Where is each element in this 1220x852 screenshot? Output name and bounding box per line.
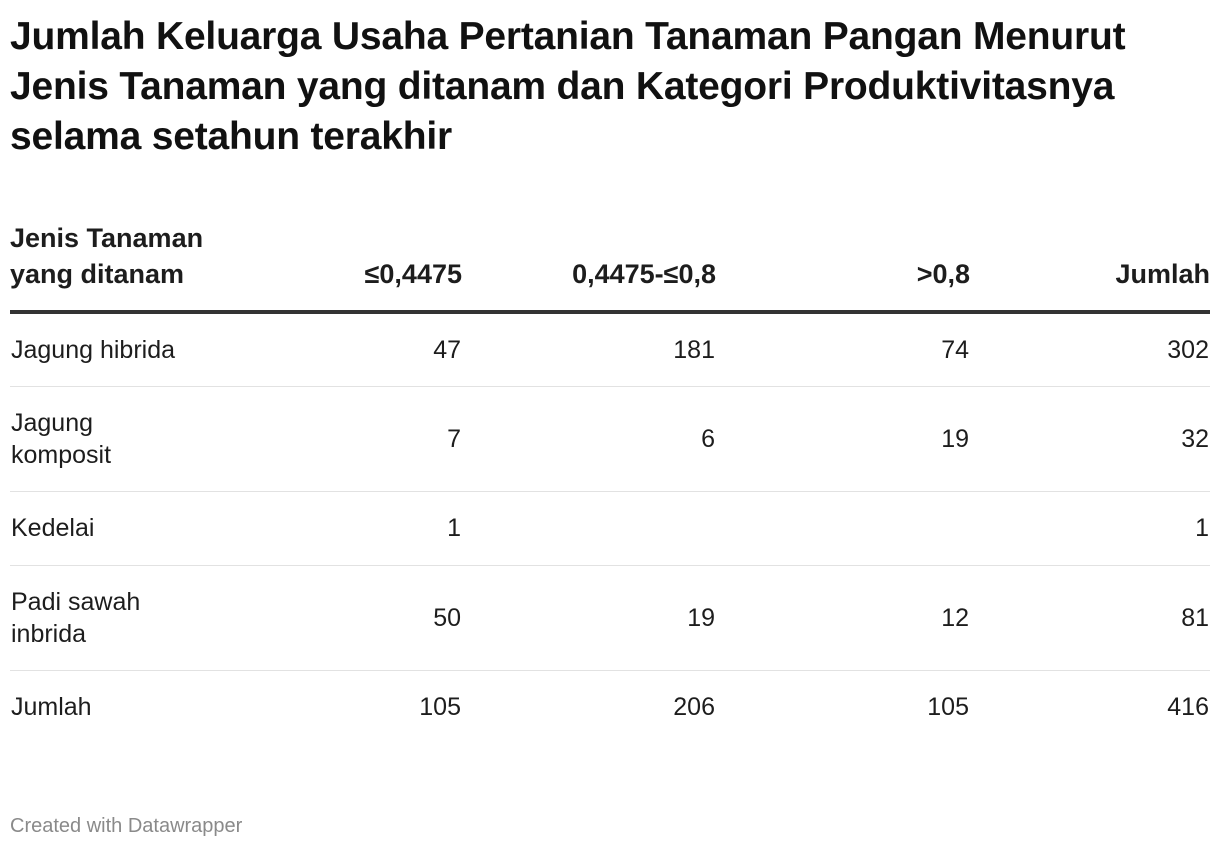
- data-table: Jenis Tanaman yang ditanam ≤0,4475 0,447…: [10, 220, 1210, 744]
- header-row: Jenis Tanaman yang ditanam ≤0,4475 0,447…: [10, 220, 1210, 314]
- cell-value: 181: [462, 312, 716, 387]
- column-header-gt-0-8: >0,8: [716, 220, 970, 314]
- cell-value: 416: [1167, 693, 1209, 722]
- cell-value: 206: [673, 693, 715, 722]
- row-label: Jumlah: [11, 693, 92, 722]
- row-label: Jagung komposit: [10, 386, 210, 492]
- cell-value: 105: [419, 693, 461, 722]
- row-label: Jagung hibrida: [10, 312, 210, 387]
- datawrapper-credit: Created with Datawrapper: [10, 815, 243, 837]
- cell-value: 1: [970, 491, 1210, 566]
- column-header-0-4475-le-0-8: 0,4475-≤0,8: [462, 220, 716, 314]
- cell-value: [462, 491, 716, 566]
- cell-value: 19: [716, 386, 970, 492]
- row-label: Padi sawah inbrida: [10, 565, 210, 671]
- cell-value: 81: [970, 565, 1210, 671]
- cell-value: 47: [210, 312, 462, 387]
- column-header-le-0-4475: ≤0,4475: [210, 220, 462, 314]
- table-row-jagung-hibrida: Jagung hibrida 47 181 74 302: [10, 312, 1210, 387]
- cell-value: 1: [210, 491, 462, 566]
- cell-value: 12: [716, 565, 970, 671]
- cell-value: 74: [716, 312, 970, 387]
- cell-value: [716, 491, 970, 566]
- cell-value: 105: [927, 693, 969, 722]
- table-row-jumlah: Jumlah 105 206 105 416: [10, 670, 1210, 744]
- cell-value: 302: [970, 312, 1210, 387]
- cell-value: 7: [210, 386, 462, 492]
- column-header-jenis-tanaman: Jenis Tanaman yang ditanam: [10, 220, 210, 314]
- row-label: Kedelai: [10, 491, 210, 566]
- cell-value: 6: [462, 386, 716, 492]
- table-row-jagung-komposit: Jagung komposit 7 6 19 32: [10, 386, 1210, 492]
- cell-value: 32: [970, 386, 1210, 492]
- chart-container: Jumlah Keluarga Usaha Pertanian Tanaman …: [10, 12, 1210, 744]
- table-row-padi-sawah-inbrida: Padi sawah inbrida 50 19 12 81: [10, 565, 1210, 671]
- table-row-kedelai: Kedelai 1 1: [10, 491, 1210, 566]
- cell-value: 19: [462, 565, 716, 671]
- chart-title: Jumlah Keluarga Usaha Pertanian Tanaman …: [10, 15, 1126, 158]
- cell-value: 50: [210, 565, 462, 671]
- column-header-jumlah: Jumlah: [970, 220, 1210, 314]
